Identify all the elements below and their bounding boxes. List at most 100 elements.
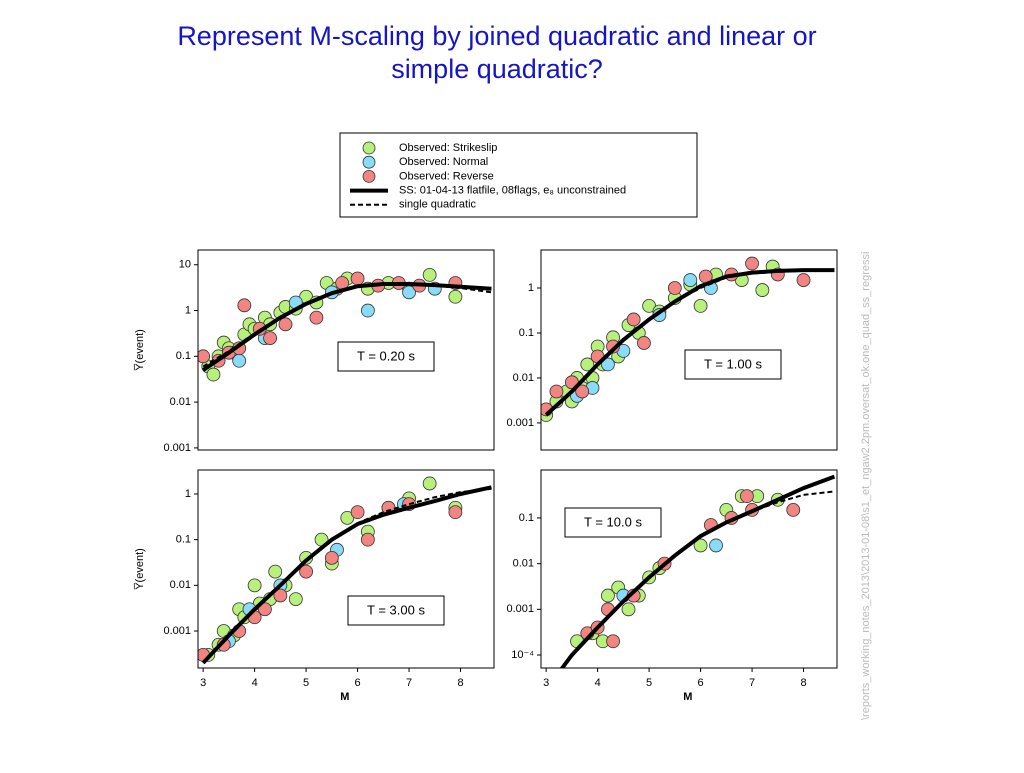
fit-line [202, 487, 492, 664]
legend-box [339, 132, 698, 218]
legend-marker [362, 169, 376, 183]
y-axis-label: Y̅(event) [134, 548, 146, 590]
plot-area [541, 256, 835, 422]
legend-marker [362, 155, 376, 169]
data-point [786, 502, 801, 517]
y-tick-label: 0.1 [176, 350, 191, 362]
y-tick-label: 1 [185, 488, 191, 500]
data-point [606, 339, 620, 354]
data-point [755, 283, 770, 297]
legend-label: Observed: Strikeslip [399, 142, 497, 154]
data-point [278, 317, 293, 332]
data-point [745, 256, 759, 271]
y-tick-label: 0.1 [519, 512, 534, 524]
data-point [580, 357, 595, 372]
y-tick-label: 0.1 [176, 534, 191, 546]
annotation-box [564, 507, 662, 538]
annotation: T = 0.20 s [357, 348, 415, 363]
data-point [693, 299, 708, 313]
plot-area [198, 476, 492, 665]
data-point [621, 602, 636, 617]
plot-frame [540, 249, 838, 451]
data-point [273, 588, 288, 603]
data-point [263, 331, 277, 346]
fit-line [560, 490, 835, 668]
x-tick-label: 8 [457, 677, 463, 689]
y-tick-label: 10 [179, 259, 191, 271]
data-point [601, 357, 615, 372]
y-tick-label: 0.001 [506, 603, 534, 615]
legend-label: Observed: Normal [399, 156, 488, 168]
annotation: T = 10.0 s [584, 514, 642, 529]
data-point [667, 281, 682, 295]
x-axis-label: M [683, 691, 692, 703]
data-point [299, 564, 314, 579]
data-point [606, 634, 620, 649]
legend-marker [362, 141, 376, 155]
legend-label: Observed: Reverse [399, 170, 494, 182]
data-point [268, 564, 283, 579]
fit-line [545, 269, 835, 415]
data-point [247, 578, 262, 593]
y-tick-label: 10⁻⁴ [511, 649, 534, 661]
annotation-box [684, 349, 782, 380]
x-tick-label: 4 [252, 677, 258, 689]
plot-frame [197, 469, 495, 669]
x-tick-label: 3 [200, 677, 206, 689]
y-tick-label: 0.01 [170, 579, 191, 591]
fit-line [202, 283, 492, 368]
slide-title: Represent M-scaling by joined quadratic … [177, 21, 816, 84]
annotation: T = 1.00 s [704, 356, 762, 371]
x-tick-label: 6 [698, 677, 704, 689]
data-point [258, 602, 272, 617]
y-tick-label: 0.1 [519, 327, 534, 339]
x-tick-label: 4 [595, 677, 601, 689]
legend-label: SS: 01-04-13 flatfile, 08flags, e₈ uncon… [399, 185, 626, 197]
data-point [693, 538, 708, 553]
data-point [549, 384, 564, 399]
data-point [448, 289, 463, 304]
x-tick-label: 3 [543, 677, 549, 689]
side-note: \reports_working_notes_2013\2013-01-08\s… [860, 252, 872, 720]
y-tick-label: 0.001 [506, 417, 534, 429]
data-point [626, 312, 641, 327]
data-point [237, 298, 252, 313]
y-tick-label: 0.01 [170, 396, 191, 408]
data-point [740, 489, 754, 504]
data-point [309, 310, 324, 325]
data-point [796, 273, 811, 287]
data-point [575, 384, 590, 399]
data-point [350, 505, 365, 520]
data-point [709, 538, 723, 553]
data-point [288, 592, 303, 606]
x-tick-label: 6 [355, 677, 361, 689]
y-axis-label: Y̅(event) [134, 329, 146, 371]
y-tick-label: 0.001 [163, 625, 191, 637]
plot-frame [197, 249, 495, 451]
annotation-box [337, 341, 435, 372]
data-point [198, 349, 211, 364]
data-point [360, 303, 375, 318]
data-point [601, 588, 615, 603]
annotation: T = 3.00 s [367, 602, 425, 617]
y-tick-label: 1 [528, 282, 534, 294]
x-tick-label: 7 [749, 677, 755, 689]
data-point [448, 505, 463, 520]
plot-area [559, 474, 836, 668]
y-tick-label: 0.01 [513, 372, 534, 384]
data-point [350, 271, 365, 286]
x-tick-label: 8 [800, 677, 806, 689]
plot-area [198, 268, 492, 382]
data-point [422, 476, 437, 491]
y-tick-label: 1 [185, 304, 191, 316]
data-point [637, 336, 651, 350]
y-tick-label: 0.001 [163, 442, 191, 454]
x-tick-label: 5 [303, 677, 309, 689]
plot-frame [540, 469, 838, 669]
data-point [324, 550, 339, 565]
data-point [360, 532, 375, 547]
x-axis-label: M [340, 691, 349, 703]
data-point [422, 268, 437, 282]
